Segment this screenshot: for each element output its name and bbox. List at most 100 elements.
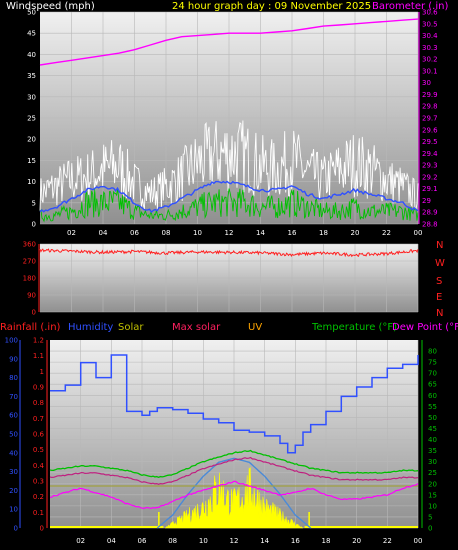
- barometer-y-tick-14: 30.2: [422, 56, 438, 64]
- temp-y-tick-2: 10: [428, 502, 437, 510]
- barometer-y-tick-2: 29: [422, 197, 431, 205]
- barometer-y-tick-15: 30.3: [422, 44, 438, 52]
- temp-x-tick-12: 00: [414, 537, 423, 545]
- wind-y-tick-0: 0: [32, 221, 36, 229]
- temp-y-tick-1: 5: [428, 513, 432, 521]
- compass-label-s: S: [436, 276, 442, 287]
- temp-y-tick-6: 30: [428, 458, 437, 466]
- barometer-y-tick-9: 29.7: [422, 115, 438, 123]
- barometer-y-tick-10: 29.8: [422, 103, 438, 111]
- temp-y-tick-9: 45: [428, 425, 437, 433]
- wind-y-tick-7: 35: [27, 72, 36, 80]
- legend-uv: UV: [248, 322, 262, 333]
- direction-y-tick-0: 0: [32, 309, 36, 317]
- chart-title: 24 hour graph day : 09 November 2025: [172, 1, 371, 12]
- barometer-y-tick-18: 30.6: [422, 9, 438, 17]
- temp-x-tick-6: 12: [230, 537, 239, 545]
- wind-x-tick-8: 16: [288, 229, 297, 237]
- wind-x-tick-4: 08: [162, 229, 171, 237]
- compass-label-n-bottom: N: [436, 308, 443, 319]
- barometer-y-tick-5: 29.3: [422, 162, 438, 170]
- temp-y-tick-15: 75: [428, 359, 437, 367]
- humidity-y-tick-6: 60: [9, 412, 18, 420]
- legend-humidity: Humidity: [68, 322, 113, 333]
- series-average-windspeed: [39, 180, 419, 214]
- temp-x-tick-5: 10: [199, 537, 208, 545]
- wind-x-tick-9: 18: [319, 229, 328, 237]
- humidity-y-tick-2: 20: [9, 487, 18, 495]
- barometer-y-tick-11: 29.9: [422, 91, 438, 99]
- barometer-y-tick-3: 29.1: [422, 185, 438, 193]
- legend-solar: Solar: [118, 322, 144, 333]
- temp-x-tick-9: 18: [322, 537, 331, 545]
- barometer-y-tick-1: 28.9: [422, 209, 438, 217]
- temp-y-tick-8: 40: [428, 436, 437, 444]
- temp-x-tick-3: 06: [138, 537, 147, 545]
- temp-y-tick-16: 80: [428, 348, 437, 356]
- temp-y-tick-4: 20: [428, 480, 437, 488]
- wind-x-tick-11: 22: [382, 229, 391, 237]
- direction-y-tick-1: 90: [27, 292, 36, 300]
- direction-y-tick-2: 180: [23, 275, 36, 283]
- humidity-y-tick-9: 90: [9, 355, 18, 363]
- barometer-y-tick-17: 30.5: [422, 20, 438, 28]
- series-windspeed: [39, 188, 419, 223]
- direction-y-tick-3: 270: [23, 258, 36, 266]
- temp-x-tick-10: 20: [352, 537, 361, 545]
- wind-plot-series: [39, 18, 419, 223]
- wind-x-tick-10: 20: [351, 229, 360, 237]
- legend-rainfall: Rainfall (.in): [0, 322, 61, 333]
- wind-y-tick-3: 15: [27, 157, 36, 165]
- humidity-y-tick-3: 30: [9, 468, 18, 476]
- temp-x-tick-2: 04: [107, 537, 116, 545]
- rainfall-y-tick-0: 0: [40, 525, 44, 533]
- wind-y-tick-1: 5: [32, 199, 36, 207]
- barometer-y-tick-12: 30: [422, 79, 431, 87]
- temp-y-tick-11: 55: [428, 403, 437, 411]
- rainfall-y-tick-5: 0.5: [33, 446, 44, 454]
- rainfall-y-tick-12: 1.2: [33, 337, 44, 345]
- series-humidity: [50, 354, 419, 454]
- humidity-y-tick-0: 0: [14, 525, 18, 533]
- temp-x-tick-11: 22: [383, 537, 392, 545]
- barometer-axis-title: Barometer (.in): [372, 1, 448, 12]
- windspeed-axis-title: Windspeed (mph): [6, 1, 95, 12]
- temp-x-tick-1: 02: [76, 537, 85, 545]
- rainfall-y-tick-7: 0.7: [33, 415, 44, 423]
- compass-label-n-top: N: [436, 240, 443, 251]
- temp-x-tick-4: 08: [168, 537, 177, 545]
- series-windchill: [49, 456, 419, 485]
- legend-temperature: Temperature (°F): [311, 322, 397, 333]
- barometer-y-tick-16: 30.4: [422, 32, 438, 40]
- wind-y-tick-10: 50: [27, 9, 36, 17]
- rainfall-y-tick-1: 0.1: [33, 509, 44, 517]
- temp-y-tick-5: 25: [428, 469, 437, 477]
- temp-y-tick-0: 0: [428, 525, 432, 533]
- direction-plot-series: [39, 248, 419, 258]
- wind-x-tick-3: 06: [130, 229, 139, 237]
- rainfall-y-tick-8: 0.8: [33, 399, 44, 407]
- wind-x-tick-6: 12: [225, 229, 234, 237]
- humidity-y-tick-5: 50: [9, 431, 18, 439]
- humidity-y-tick-8: 80: [9, 374, 18, 382]
- series-max-solar: [156, 457, 312, 529]
- legend-max-solar: Max solar: [172, 322, 221, 333]
- rainfall-y-tick-11: 1.1: [33, 352, 44, 360]
- wind-y-tick-6: 30: [27, 93, 36, 101]
- temp-y-tick-10: 50: [428, 414, 437, 422]
- temp-x-tick-8: 16: [291, 537, 300, 545]
- barometer-y-tick-4: 29.2: [422, 173, 438, 181]
- series-solar: [164, 467, 304, 529]
- direction-plot-axis-labels: 0 90 180 270 360: [23, 241, 40, 317]
- humidity-y-tick-1: 10: [9, 506, 18, 514]
- series-barometer: [39, 18, 419, 66]
- rainfall-y-tick-2: 0.2: [33, 493, 44, 501]
- series-wind-direction: [39, 248, 419, 258]
- humidity-y-tick-4: 40: [9, 449, 18, 457]
- wind-x-tick-5: 10: [193, 229, 202, 237]
- temp-plot-series: [49, 354, 419, 529]
- rainfall-y-tick-3: 0.3: [33, 478, 44, 486]
- rainfall-y-tick-10: 1: [40, 368, 44, 376]
- temp-y-tick-3: 15: [428, 491, 437, 499]
